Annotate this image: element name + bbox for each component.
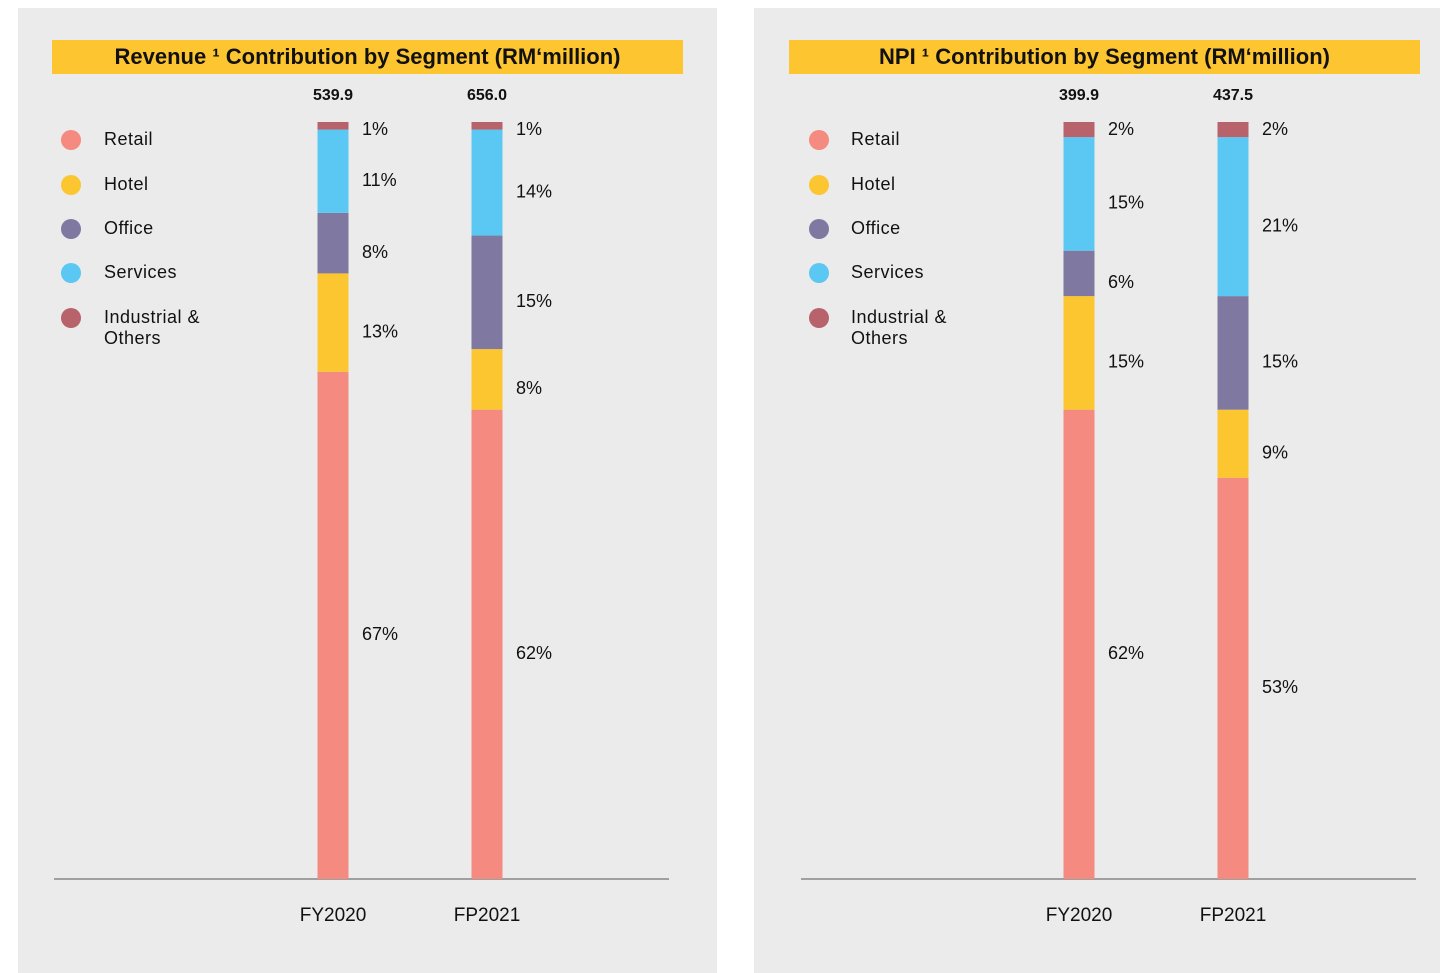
chart-title: NPI ¹ Contribution by Segment (RM‘millio… [879, 44, 1330, 69]
legend-label: Services [104, 262, 178, 282]
legend-label: Office [851, 218, 901, 238]
total-label: 437.5 [1213, 87, 1253, 104]
legend-label: Retail [851, 129, 901, 149]
legend-swatch [809, 263, 829, 283]
chart-title: Revenue ¹ Contribution by Segment (RM‘mi… [115, 44, 621, 69]
data-label: 8% [362, 242, 388, 262]
data-label: 62% [1108, 643, 1144, 663]
legend-item: Office [851, 218, 901, 238]
legend-swatch [809, 130, 829, 150]
bar-segment [471, 122, 503, 130]
panel [754, 8, 1440, 973]
bar-segment [1217, 477, 1249, 879]
bar-segment [1063, 122, 1095, 138]
data-label: 6% [1108, 272, 1134, 292]
data-label: 9% [1262, 442, 1288, 462]
x-tick-label: FY2020 [1046, 905, 1113, 926]
bar-segment [317, 212, 349, 274]
legend-swatch [61, 219, 81, 239]
legend-item: Retail [851, 129, 901, 149]
legend-item: Industrial & Others [851, 307, 948, 348]
legend-label: Industrial & Others [104, 307, 201, 348]
data-label: 2% [1262, 119, 1288, 139]
legend-swatch [61, 308, 81, 328]
legend-label: Hotel [851, 174, 896, 194]
data-label: 21% [1262, 215, 1298, 235]
data-label: 14% [516, 181, 552, 201]
x-tick-label: FP2021 [454, 905, 521, 926]
legend-item: Hotel [851, 174, 896, 194]
bar-segment [317, 273, 349, 372]
data-label: 8% [516, 378, 542, 398]
bar-segment [1217, 122, 1249, 138]
data-label: 2% [1108, 119, 1134, 139]
legend-label: Hotel [104, 174, 149, 194]
legend-label: Office [104, 218, 154, 238]
title-bar [52, 40, 683, 74]
legend-item: Services [851, 262, 925, 282]
bar-segment [471, 235, 503, 350]
legend-swatch [809, 175, 829, 195]
bar-segment [1217, 296, 1249, 410]
data-label: 62% [516, 643, 552, 663]
data-label: 15% [516, 291, 552, 311]
data-label: 53% [1262, 677, 1298, 697]
legend-label: Retail [104, 129, 154, 149]
data-label: 15% [1108, 193, 1144, 213]
legend-item: Retail [104, 129, 154, 149]
data-label: 13% [362, 321, 398, 341]
bar-segment [317, 122, 349, 130]
legend-swatch [61, 130, 81, 150]
data-label: 67% [362, 624, 398, 644]
x-tick-label: FY2020 [300, 905, 367, 926]
legend-label: Industrial & Others [851, 307, 948, 348]
bar-segment [471, 349, 503, 410]
legend-swatch [61, 175, 81, 195]
total-label: 399.9 [1059, 87, 1099, 104]
title-bar [789, 40, 1420, 74]
bar-segment [1063, 137, 1095, 251]
x-tick-label: FP2021 [1200, 905, 1267, 926]
legend-item: Industrial & Others [104, 307, 201, 348]
legend-swatch [809, 219, 829, 239]
total-label: 539.9 [313, 87, 353, 104]
bar-segment [1063, 296, 1095, 410]
data-label: 11% [362, 170, 397, 190]
legend-item: Services [104, 262, 178, 282]
legend-item: Office [104, 218, 154, 238]
bar-segment [1063, 250, 1095, 297]
bar-segment [317, 129, 349, 213]
data-label: 1% [362, 119, 388, 139]
bar-segment [1217, 137, 1249, 297]
bar-segment [1063, 409, 1095, 879]
data-label: 15% [1108, 352, 1144, 372]
data-label: 15% [1262, 352, 1298, 372]
bar-segment [1217, 409, 1249, 478]
bar-segment [317, 371, 349, 879]
data-label: 1% [516, 119, 542, 139]
panel [18, 8, 717, 973]
legend-swatch [61, 263, 81, 283]
legend-label: Services [851, 262, 925, 282]
total-label: 656.0 [467, 87, 507, 104]
legend-swatch [809, 308, 829, 328]
bar-segment [471, 129, 503, 236]
bar-segment [471, 409, 503, 879]
legend-item: Hotel [104, 174, 149, 194]
